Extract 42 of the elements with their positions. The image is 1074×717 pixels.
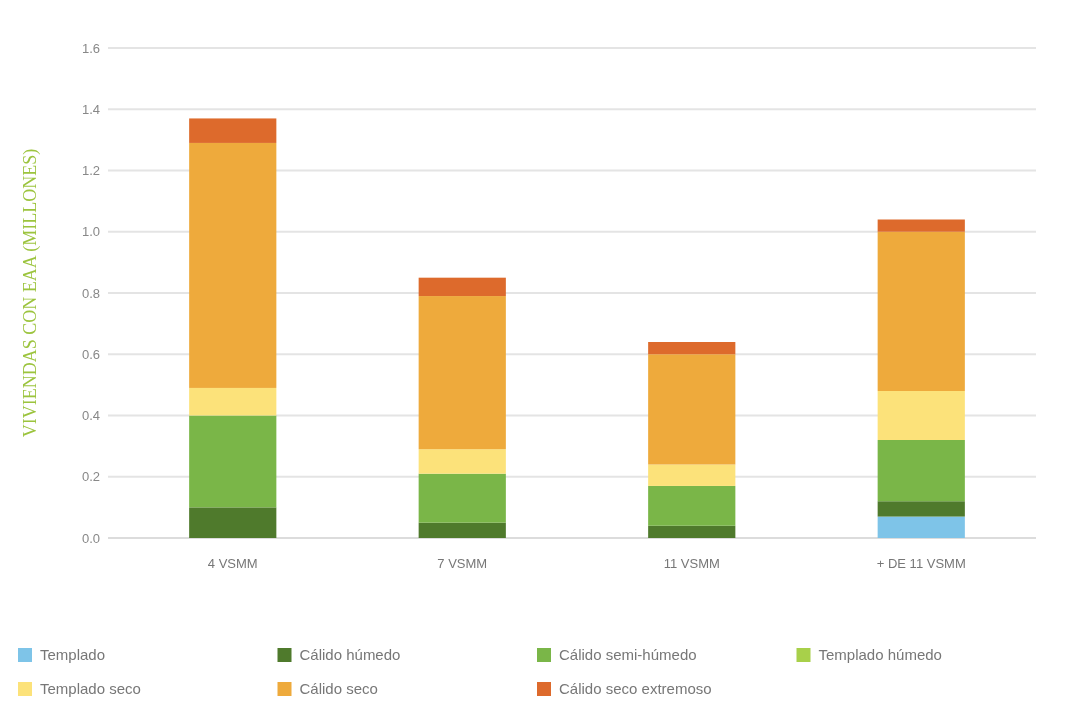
- bar: [189, 507, 277, 538]
- legend-label: Cálido semi-húmedo: [559, 646, 697, 664]
- x-tick-label: + DE 11 VSMM: [876, 556, 966, 571]
- legend-label: Templado húmedo: [818, 646, 942, 664]
- bar: [877, 516, 965, 538]
- bar: [648, 342, 736, 355]
- bar: [418, 522, 506, 538]
- legend-label: Templado seco: [40, 680, 141, 698]
- bar: [877, 219, 965, 232]
- bar: [648, 464, 736, 486]
- bar: [418, 449, 506, 474]
- y-tick-label: 1.2: [81, 163, 100, 179]
- bar: [877, 391, 965, 440]
- y-tick-label: 0.2: [81, 469, 100, 485]
- bar: [877, 501, 965, 517]
- bar: [877, 440, 965, 502]
- bar: [877, 231, 965, 391]
- legend-label: Cálido seco: [299, 680, 378, 698]
- x-tick-label: 7 VSMM: [437, 556, 488, 571]
- bar: [418, 277, 506, 297]
- legend-label: Cálido seco extremoso: [559, 680, 712, 698]
- bar: [418, 296, 506, 450]
- bar: [648, 525, 736, 538]
- y-tick-label: 0.6: [81, 346, 100, 362]
- bar: [189, 387, 277, 416]
- y-tick-label: 1.6: [81, 40, 100, 56]
- y-tick-label: 0.4: [81, 408, 100, 424]
- bar: [418, 473, 506, 523]
- y-tick-label: 1.4: [81, 101, 100, 117]
- bar: [189, 118, 277, 143]
- y-tick-label: 1.0: [81, 224, 100, 240]
- bar: [189, 142, 277, 388]
- bar: [648, 354, 736, 465]
- x-tick-label: 4 VSMM: [207, 556, 258, 571]
- legend-label: Templado: [40, 646, 106, 664]
- bar: [648, 485, 736, 526]
- y-tick-label: 0.0: [81, 530, 100, 546]
- y-axis-title: VIVIENDAS CON EAA (MILLONES): [20, 148, 41, 438]
- y-tick-label: 0.8: [81, 285, 100, 301]
- x-tick-label: 11 VSMM: [663, 556, 720, 571]
- legend-label: Cálido húmedo: [299, 646, 401, 664]
- bar: [189, 415, 277, 508]
